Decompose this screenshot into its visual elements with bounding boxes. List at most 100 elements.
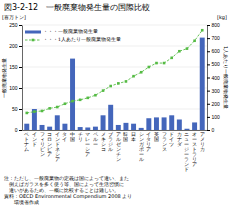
- tick-mark: [19, 130, 22, 131]
- axis-title: 一般廃棄物発生量: [1, 58, 7, 98]
- tick: 100: [207, 114, 220, 120]
- axis-unit: [kg]: [217, 14, 227, 21]
- axis-title: 1人あたり一般廃棄物発生量: [223, 46, 229, 109]
- tick: 250: [9, 22, 22, 28]
- marker: [117, 82, 120, 85]
- marker: [125, 80, 128, 83]
- tick-label: インド: [32, 132, 37, 147]
- line: [27, 30, 202, 113]
- tick-mark: [207, 117, 210, 118]
- tick-mark: [19, 109, 22, 110]
- marker: [56, 106, 59, 109]
- axis-line: [23, 130, 208, 131]
- tick: マレーシア: [85, 130, 90, 157]
- bar: [93, 127, 98, 130]
- tick: 200: [207, 101, 220, 107]
- bar: [55, 115, 60, 130]
- marker: [132, 75, 135, 78]
- tick-label: 中国: [70, 131, 75, 142]
- marker: [86, 97, 89, 100]
- marker: [33, 110, 36, 113]
- tick-mark: [19, 88, 22, 89]
- tick: 700: [207, 35, 220, 41]
- tick: カナダ: [177, 130, 183, 147]
- marker: [71, 100, 74, 103]
- bar: [24, 124, 29, 130]
- bars: [24, 38, 204, 130]
- line-series: [25, 29, 203, 114]
- bar: [40, 125, 45, 130]
- tick-label: アメリカ: [200, 132, 205, 152]
- tick: フランス: [162, 130, 167, 152]
- legend-label: ・・・1人あたり一般廃棄物発生量: [43, 36, 121, 42]
- marker: [109, 85, 112, 88]
- marker: [163, 62, 166, 65]
- axis-y2ticks: 0100200300400500600700800: [207, 22, 220, 133]
- tick-label: ブラジル: [108, 131, 114, 152]
- bar: [169, 115, 174, 130]
- tick: 韓国: [123, 130, 128, 142]
- tick: チリ: [78, 130, 83, 142]
- tick-label: イタリア: [146, 132, 151, 152]
- bar: [116, 125, 121, 130]
- tick-mark: [207, 38, 210, 39]
- grid-line: [22, 25, 207, 26]
- legend-item: ・・・一般廃棄物発生量: [25, 28, 98, 34]
- bar: [78, 127, 83, 130]
- axis-yticks: 050100150200250: [9, 22, 22, 133]
- legend-swatch: [25, 31, 41, 34]
- tick-label: 250: [9, 22, 18, 28]
- grid-line: [22, 46, 207, 47]
- bar: [192, 122, 197, 130]
- tick: 中国: [70, 130, 75, 142]
- marker: [178, 50, 181, 53]
- tick-label: 100: [9, 85, 18, 91]
- tick-label: 0: [15, 127, 18, 133]
- bar: [184, 129, 189, 130]
- tick: 600: [207, 48, 220, 54]
- tick-label: 200: [9, 43, 18, 49]
- tick: ベトナム: [24, 130, 29, 152]
- tick: 100: [9, 85, 22, 91]
- bar: [101, 115, 106, 130]
- tick: 0: [207, 127, 215, 133]
- tick: タイ: [62, 130, 67, 142]
- tick: 300: [207, 88, 220, 94]
- tick-mark: [19, 46, 22, 47]
- bar: [47, 127, 52, 130]
- tick: インド: [32, 130, 37, 147]
- tick-mark: [207, 25, 210, 26]
- bar: [108, 105, 113, 130]
- tick: 英国: [154, 130, 159, 142]
- tick-label: フランス: [162, 132, 167, 152]
- bar: [154, 117, 159, 130]
- marker: [148, 66, 151, 69]
- marker: [48, 107, 51, 110]
- bar: [200, 38, 205, 130]
- tick: アメリカ: [200, 130, 205, 152]
- tick-mark: [207, 91, 210, 92]
- tick: 500: [207, 61, 220, 67]
- bar: [123, 123, 128, 130]
- tick-mark: [207, 104, 210, 105]
- grid: [22, 25, 207, 130]
- axis-x: ベトナムインドフィリピンコロンビアインドネシアタイ中国チリマレーシアペルーメキシ…: [23, 130, 208, 172]
- tick: フィリピン: [40, 130, 45, 157]
- tick-label: 500: [212, 61, 221, 67]
- tick-label: 300: [212, 88, 221, 94]
- tick: 400: [207, 75, 220, 81]
- marker: [102, 89, 105, 92]
- bar: [131, 124, 136, 130]
- tick-label: 100: [212, 114, 221, 120]
- tick-label: ドイツ: [169, 132, 174, 147]
- marker: [186, 47, 189, 50]
- marker: [41, 110, 44, 113]
- tick-label: インドネシア: [55, 132, 60, 162]
- tick-label: 400: [212, 75, 221, 81]
- tick-label: 200: [212, 101, 221, 107]
- tick: コロンビア: [47, 130, 53, 157]
- tick-mark: [19, 25, 22, 26]
- tick-label: ペルー: [93, 132, 98, 147]
- tick-label: タイ: [62, 132, 67, 142]
- note: 環境省作成: [4, 199, 39, 205]
